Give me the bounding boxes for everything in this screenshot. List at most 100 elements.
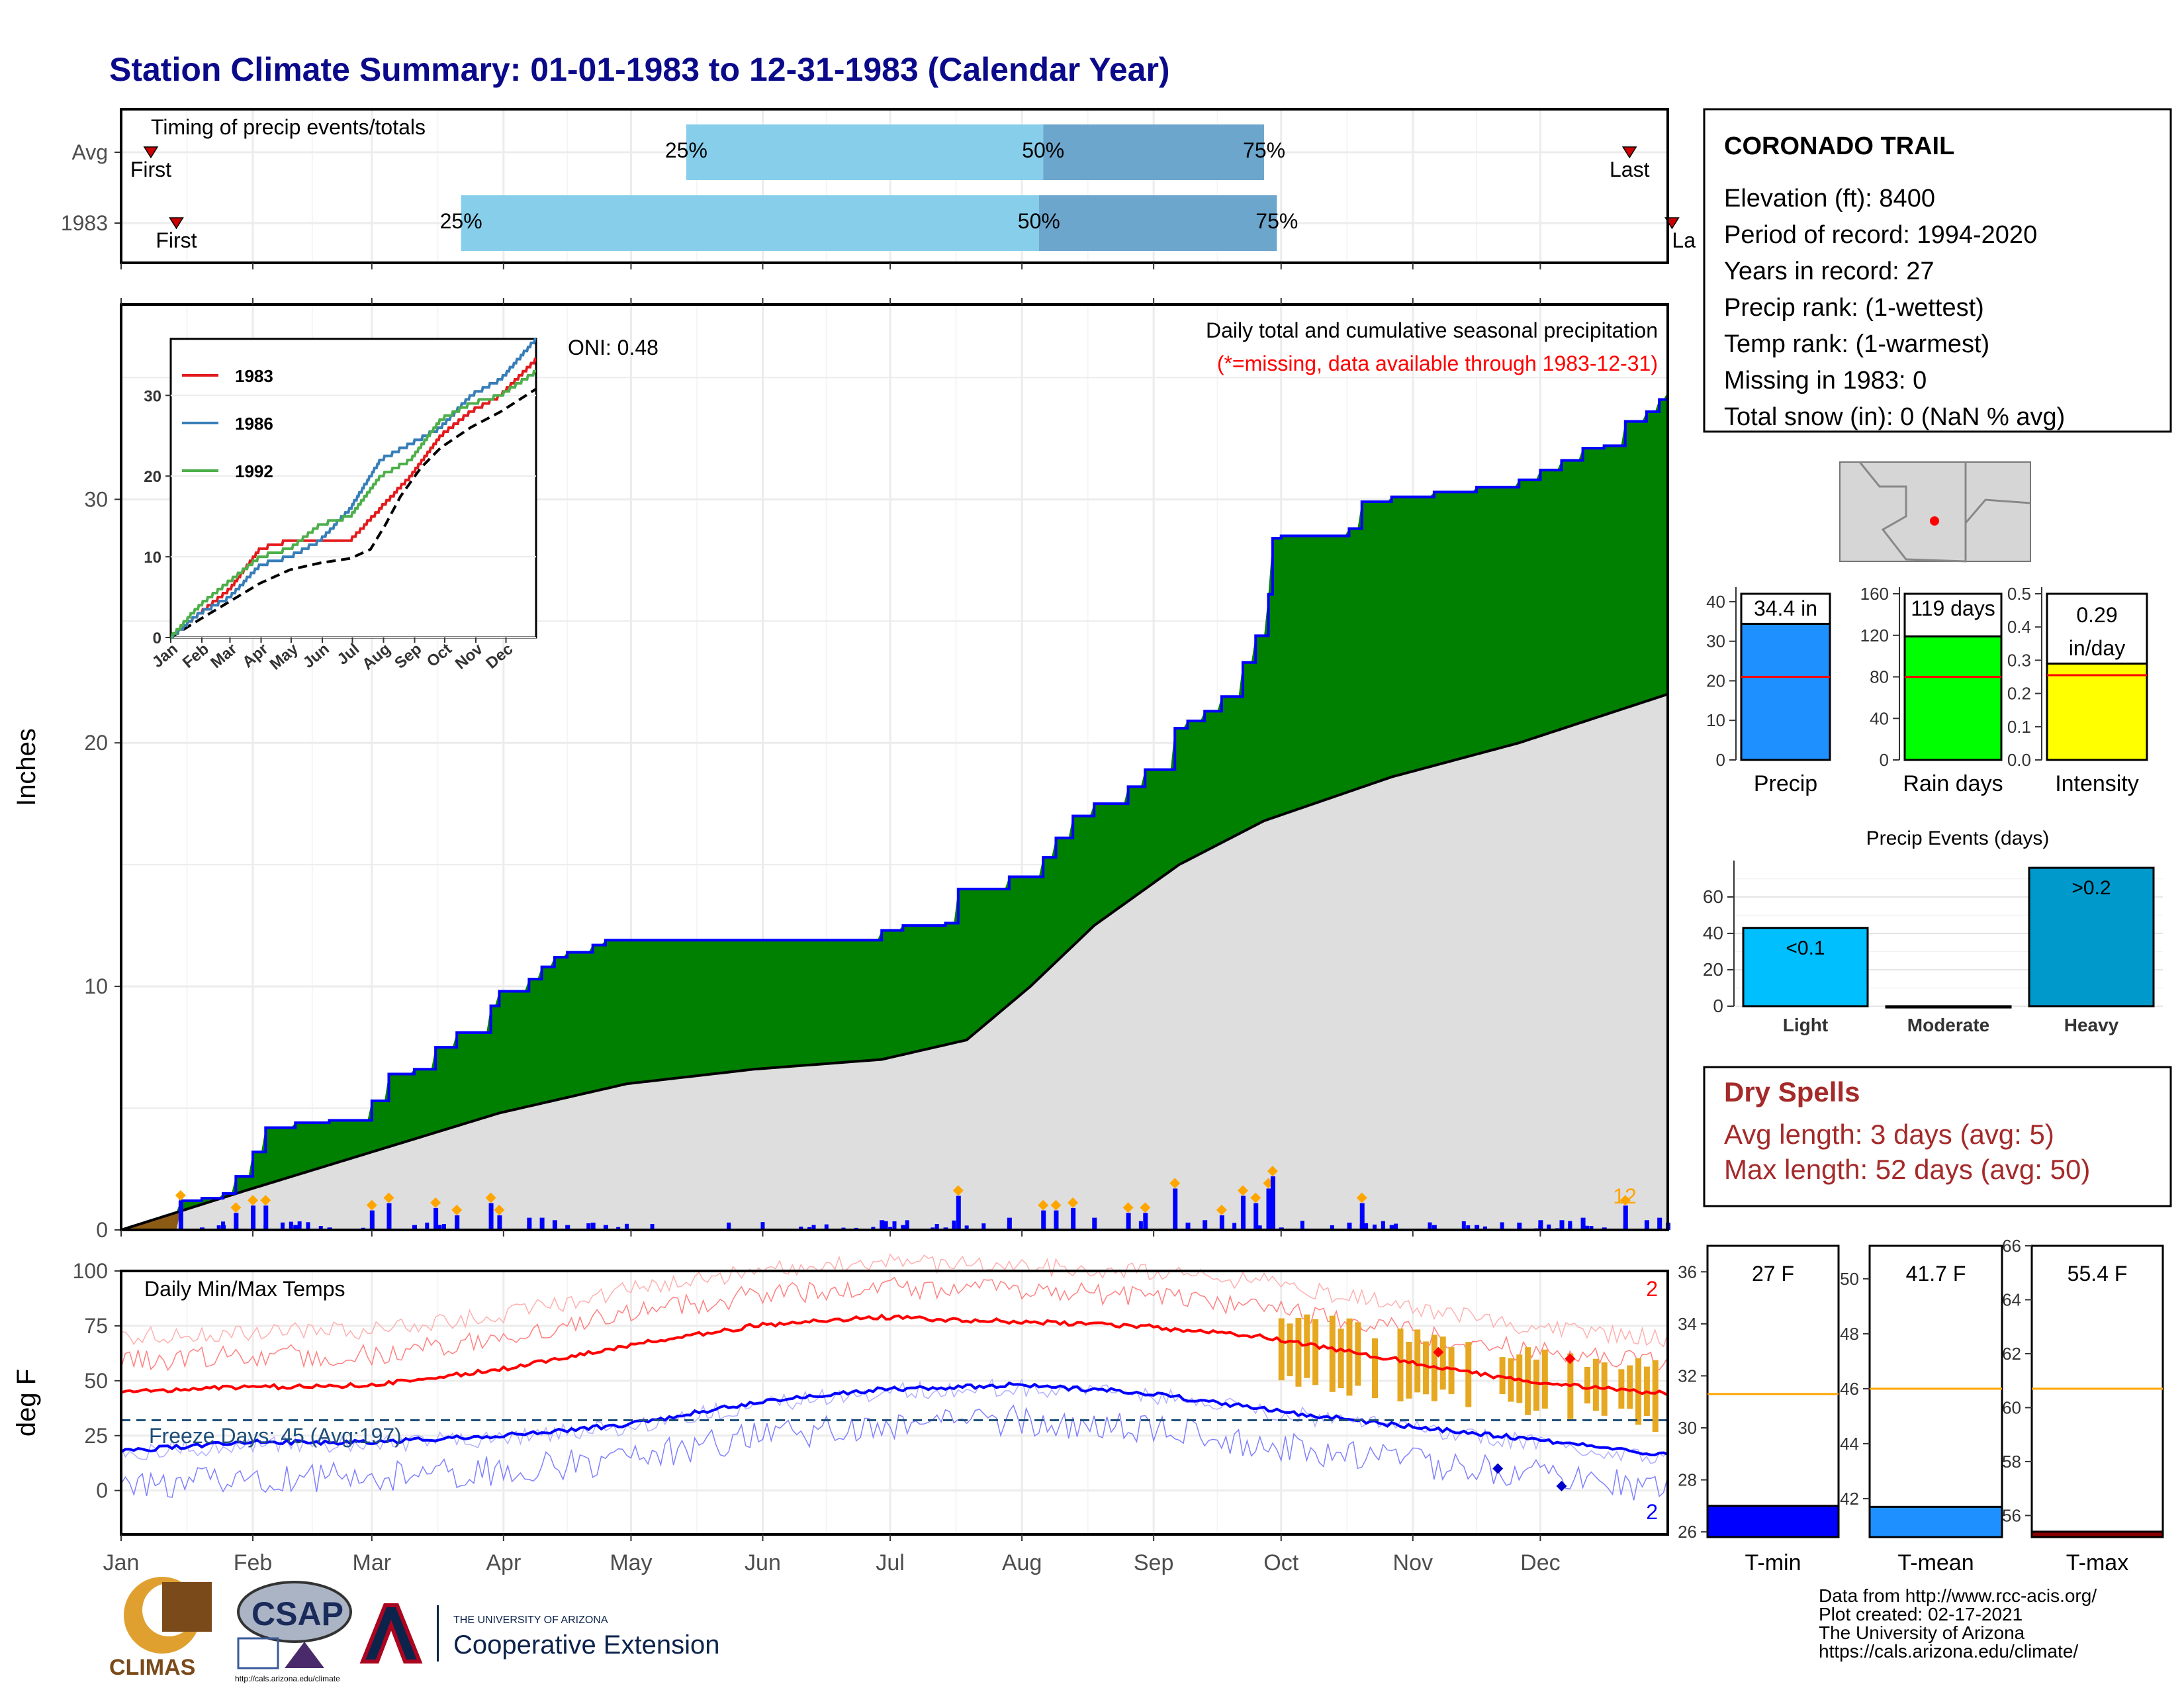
y-tick-label: 40 <box>1703 923 1723 943</box>
summary-value-box <box>2046 592 2148 665</box>
y-tick-label: 1983 <box>61 211 108 235</box>
daily-precip-bar <box>552 1220 557 1230</box>
y-tick-label: 20 <box>144 468 161 486</box>
daily-precip-bar <box>216 1225 221 1230</box>
y-tick-label: 64 <box>2002 1289 2021 1309</box>
observed-temp-bar <box>1312 1319 1319 1385</box>
heavy-event-marker <box>1140 1202 1151 1213</box>
svg-text:Cooperative Extension: Cooperative Extension <box>453 1630 719 1660</box>
locator-map <box>1839 461 2031 563</box>
daily-precip-bar <box>178 1200 183 1230</box>
daily-precip-bar <box>934 1224 939 1230</box>
daily-precip-bar <box>884 1221 888 1230</box>
credit-line: Plot created: 02-17-2021 <box>1819 1604 2023 1624</box>
y-axis-label: Inches <box>12 728 41 806</box>
record-max-count: 2 <box>1646 1277 1658 1301</box>
x-tick-label: Apr <box>486 1550 521 1575</box>
observed-temp-bar <box>1278 1318 1285 1381</box>
daily-precip-bar <box>1185 1222 1191 1230</box>
daily-precip-bar <box>1270 1176 1275 1230</box>
daily-max-line <box>120 1253 1668 1348</box>
daily-precip-bar <box>1347 1222 1352 1230</box>
observed-temp-bar <box>1592 1358 1599 1411</box>
timing-pct-label: 25% <box>665 138 707 162</box>
events-bar-label: >0.2 <box>2071 877 2111 899</box>
page-title: Station Climate Summary: 01-01-1983 to 1… <box>109 51 1170 88</box>
daily-precip-bar <box>807 1227 812 1230</box>
y-tick-label: 40 <box>1706 592 1725 612</box>
y-tick-label: 20 <box>1703 959 1723 980</box>
events-bar <box>1742 927 1869 1008</box>
x-tick-label: Jan <box>103 1550 140 1575</box>
y-tick-label: 75 <box>84 1314 108 1338</box>
observed-temp-bar <box>1584 1366 1591 1404</box>
above-average-area <box>121 392 1668 1230</box>
station-info-line: Period of record: 1994-2020 <box>1724 221 2037 249</box>
y-tick-label: 0.0 <box>2007 750 2031 770</box>
y-tick-label: 34 <box>1678 1314 1697 1334</box>
daily-precip-bar <box>1126 1213 1131 1230</box>
inset-legend-label: 1986 <box>235 414 273 434</box>
record-max-marker <box>1433 1346 1444 1358</box>
last-event-label: La <box>1672 228 1696 252</box>
daily-precip-bar <box>527 1217 532 1230</box>
y-tick-label: 32 <box>1678 1366 1697 1385</box>
svg-text:http://cals.arizona.edu/climat: http://cals.arizona.edu/climate <box>235 1674 340 1683</box>
heavy-event-marker <box>383 1192 394 1203</box>
observed-temp-bar <box>1652 1360 1659 1432</box>
daily-precip-bar <box>824 1224 829 1230</box>
station-info-line: Missing in 1983: 0 <box>1724 367 1927 395</box>
heavy-event-marker <box>175 1190 186 1201</box>
temp-bar-name: T-min <box>1745 1550 1801 1575</box>
daily-precip-bar <box>1428 1222 1432 1230</box>
record-min-marker <box>1492 1463 1504 1474</box>
y-tick-label: 0.3 <box>2007 650 2031 670</box>
station-info-line: Elevation (ft): 8400 <box>1724 185 1935 212</box>
temps-title: Daily Min/Max Temps <box>144 1277 345 1301</box>
temp-bar-frame <box>2030 1244 2164 1538</box>
observed-temp-bar <box>1541 1349 1548 1409</box>
timing-pct-label: 50% <box>1022 138 1064 162</box>
daily-precip-bar <box>1219 1215 1224 1230</box>
observed-temp-bar <box>1465 1342 1472 1407</box>
heavy-event-marker <box>494 1204 505 1215</box>
first-event-label: First <box>156 228 197 252</box>
timing-bar-25-50 <box>461 195 1039 251</box>
panel-border <box>120 303 1669 1231</box>
heavy-event-marker <box>1068 1197 1079 1208</box>
daily-precip-bar <box>603 1225 608 1230</box>
temp-bar <box>1868 1505 2003 1538</box>
heavy-event-marker <box>1050 1199 1062 1211</box>
daily-precip-bar <box>1585 1225 1590 1230</box>
daily-precip-bar <box>1266 1225 1271 1230</box>
daily-precip-bar <box>1500 1222 1504 1230</box>
inset-legend-label: 1983 <box>235 366 273 386</box>
inset-series-line <box>170 369 536 639</box>
summary-bar <box>1903 635 2003 761</box>
timing-bar-50-75 <box>1043 124 1265 180</box>
daily-precip-bar <box>455 1215 460 1230</box>
observed-temp-bar <box>1448 1347 1455 1394</box>
daily-precip-bar <box>1461 1221 1466 1230</box>
dry-spells-max: Max length: 52 days (avg: 50) <box>1724 1154 2090 1185</box>
y-tick-label: 36 <box>1678 1262 1697 1282</box>
daily-precip-bar <box>1203 1220 1208 1230</box>
heavy-event-marker <box>952 1185 964 1196</box>
daily-precip-bar <box>590 1222 596 1230</box>
station-info-line: Temp rank: (1-warmest) <box>1724 330 1989 358</box>
daily-precip-bar <box>297 1221 302 1230</box>
daily-precip-bar <box>871 1227 876 1230</box>
daily-precip-bar <box>625 1223 629 1230</box>
daily-precip-bar <box>1253 1203 1259 1230</box>
observed-temp-bar <box>1508 1358 1514 1402</box>
summary-bar <box>2046 662 2148 761</box>
observed-temp-bar <box>1423 1341 1430 1395</box>
y-tick-label: 58 <box>2002 1452 2021 1472</box>
timing-pct-label: 75% <box>1255 209 1298 233</box>
daily-precip-bar <box>425 1222 430 1230</box>
daily-precip-bar <box>616 1227 621 1230</box>
summary-bar <box>1740 622 1831 761</box>
y-tick-label: 30 <box>1678 1418 1697 1438</box>
missing-count: 12 <box>1613 1184 1637 1208</box>
